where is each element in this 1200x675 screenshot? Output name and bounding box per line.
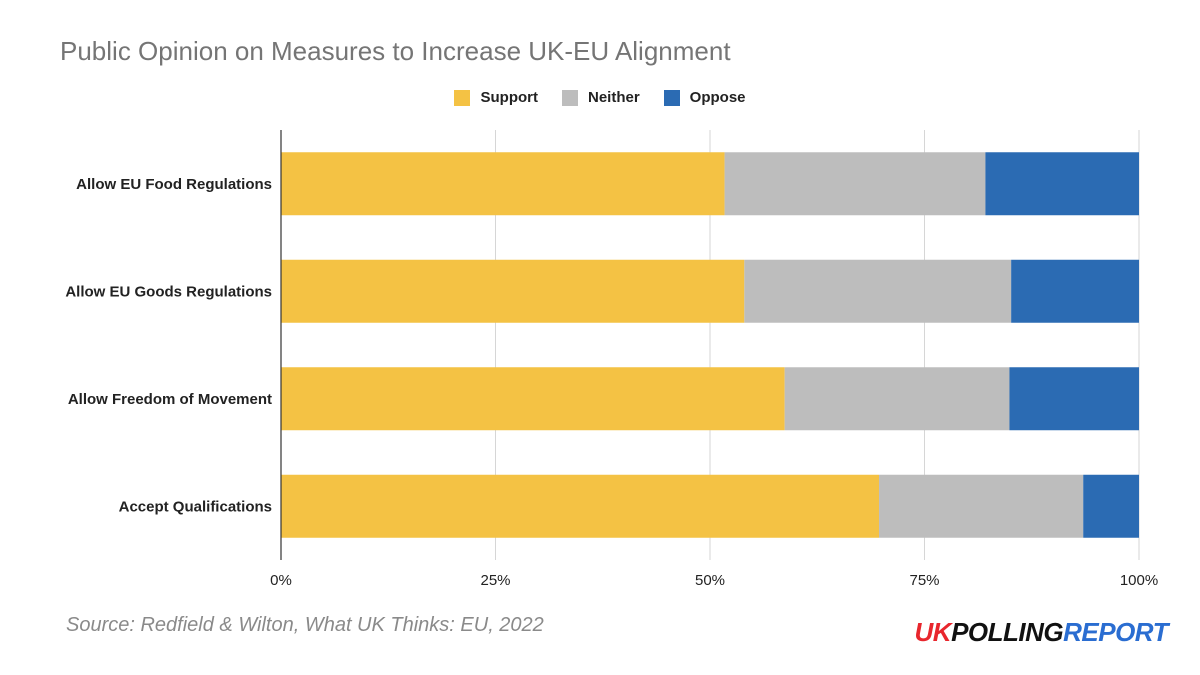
category-label: Accept Qualifications xyxy=(119,498,272,515)
category-label: Allow EU Food Regulations xyxy=(76,176,272,193)
bar-oppose-0 xyxy=(985,152,1139,216)
legend-swatch-oppose xyxy=(663,89,680,106)
legend-swatch-neither xyxy=(561,89,578,106)
logo-part-polling: POLLING xyxy=(951,617,1064,647)
bar-neither-0 xyxy=(724,152,986,216)
logo-part-uk: UK xyxy=(914,617,952,647)
chart-legend: Support Neither Oppose xyxy=(0,89,1200,106)
legend-item-oppose: Oppose xyxy=(663,89,746,106)
x-tick-label: 0% xyxy=(270,572,292,589)
x-tick-label: 75% xyxy=(909,572,939,589)
x-tick-label: 25% xyxy=(480,572,510,589)
chart-title: Public Opinion on Measures to Increase U… xyxy=(60,36,731,66)
legend-item-support: Support xyxy=(454,89,538,106)
bar-oppose-2 xyxy=(1009,367,1139,431)
ukpollingreport-logo: UKPOLLINGREPORT xyxy=(915,617,1169,648)
category-label: Allow Freedom of Movement xyxy=(68,391,272,408)
bar-support-2 xyxy=(281,367,785,431)
legend-label-neither: Neither xyxy=(587,89,640,106)
bar-neither-2 xyxy=(784,367,1010,431)
bar-support-3 xyxy=(281,474,880,538)
bar-support-0 xyxy=(281,152,725,216)
legend-swatch-support xyxy=(454,89,471,106)
logo-part-report: REPORT xyxy=(1063,617,1168,647)
x-tick-label: 50% xyxy=(695,572,725,589)
bar-neither-1 xyxy=(744,259,1012,323)
bar-support-1 xyxy=(281,259,745,323)
bar-oppose-3 xyxy=(1083,474,1139,538)
bar-neither-3 xyxy=(879,474,1084,538)
legend-label-oppose: Oppose xyxy=(689,89,746,106)
bar-oppose-1 xyxy=(1011,259,1139,323)
legend-label-support: Support xyxy=(480,89,538,106)
category-label: Allow EU Goods Regulations xyxy=(65,283,272,300)
x-tick-label: 100% xyxy=(1120,572,1158,589)
legend-item-neither: Neither xyxy=(561,89,640,106)
source-note: Source: Redfield & Wilton, What UK Think… xyxy=(66,614,544,636)
